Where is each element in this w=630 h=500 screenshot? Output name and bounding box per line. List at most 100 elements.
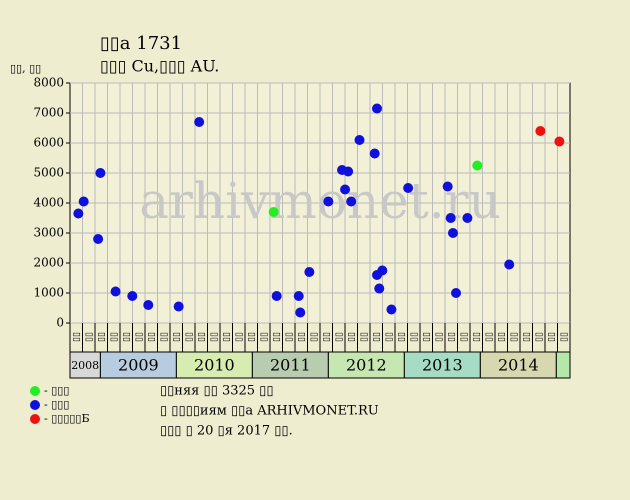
year-cell bbox=[327, 351, 405, 379]
y-tick-label: 2000 bbox=[33, 256, 64, 270]
column-label: ▯▯ bbox=[384, 332, 394, 342]
y-tick-label: 5000 bbox=[33, 166, 64, 180]
column-label: ▯▯ bbox=[184, 332, 194, 342]
column-label: ▯▯ bbox=[147, 332, 157, 342]
column-label: ▯▯ bbox=[459, 332, 469, 342]
column-label: ▯▯ bbox=[547, 332, 557, 342]
y-tick-label: 0 bbox=[56, 316, 64, 330]
point bbox=[377, 265, 388, 276]
point bbox=[447, 228, 458, 238]
column-label: ▯▯ bbox=[434, 332, 444, 342]
point bbox=[271, 291, 282, 301]
point bbox=[462, 213, 473, 223]
column-label: ▯▯ bbox=[297, 332, 307, 342]
point bbox=[374, 283, 385, 294]
column-label: ▯▯ bbox=[447, 332, 457, 342]
point bbox=[554, 136, 565, 147]
marks bbox=[73, 103, 565, 318]
legend-label: - ▯▯▯▯▯Б bbox=[44, 412, 90, 425]
column-label: ▯▯ bbox=[359, 332, 369, 342]
column-label: ▯▯ bbox=[159, 332, 169, 342]
column-label: ▯▯ bbox=[109, 332, 119, 342]
column-label: ▯▯ bbox=[309, 332, 319, 342]
year-cell bbox=[403, 351, 481, 379]
point bbox=[472, 160, 483, 171]
legend-marker bbox=[30, 386, 40, 396]
column-label: ▯▯ bbox=[409, 332, 419, 342]
point bbox=[295, 307, 306, 318]
point bbox=[173, 301, 184, 312]
column-label: ▯▯ bbox=[347, 332, 357, 342]
column-label: ▯▯ bbox=[97, 332, 107, 342]
column-label: ▯▯ bbox=[509, 332, 519, 342]
point bbox=[369, 148, 380, 159]
point bbox=[386, 304, 397, 315]
note: ▯▯няя ▯▯ 3325 ▯▯ bbox=[160, 384, 273, 399]
column-label: ▯▯ bbox=[209, 332, 219, 342]
point bbox=[451, 288, 462, 298]
year-label: 2008 bbox=[71, 359, 99, 372]
column-label: ▯▯ bbox=[259, 332, 269, 342]
column-label: ▯▯ bbox=[522, 332, 532, 342]
column-label: ▯▯ bbox=[422, 332, 432, 342]
point bbox=[403, 183, 414, 193]
year-label: 2012 bbox=[346, 356, 387, 375]
y-axis-label: ▯▯, ▯▯ bbox=[10, 62, 41, 75]
column-label: ▯▯ bbox=[397, 332, 407, 342]
column-label: ▯▯ bbox=[284, 332, 294, 342]
column-label: ▯▯ bbox=[234, 332, 244, 342]
y-tick-label: 8000 bbox=[33, 76, 64, 90]
column-label: ▯▯ bbox=[222, 332, 232, 342]
year-label: 2010 bbox=[194, 356, 235, 375]
note: ▯▯▯ ▯ 20 ▯я 2017 ▯▯. bbox=[160, 424, 293, 439]
column-label: ▯▯ bbox=[197, 332, 207, 342]
chart-subtitle: ▯▯▯ Cu,▯▯▯ AU. bbox=[100, 57, 219, 76]
column-label: ▯▯ bbox=[372, 332, 382, 342]
column-label: ▯▯ bbox=[322, 332, 332, 342]
note: ▯ ▯▯▯▯иям ▯▯а ARHIVMONET.RU bbox=[160, 404, 379, 419]
point bbox=[268, 207, 279, 217]
year-label: 2013 bbox=[422, 356, 463, 375]
point bbox=[371, 103, 382, 114]
point bbox=[143, 300, 154, 310]
column-label: ▯▯ bbox=[84, 332, 94, 342]
year-label: 2009 bbox=[118, 356, 159, 375]
year-cell bbox=[69, 351, 101, 379]
legend-marker bbox=[30, 400, 40, 410]
legend-label: - ▯▯▯ bbox=[44, 398, 69, 411]
legend-label: - ▯▯▯ bbox=[44, 384, 69, 397]
point bbox=[95, 168, 106, 178]
y-tick-label: 7000 bbox=[33, 106, 64, 120]
year-cell bbox=[251, 351, 329, 379]
point bbox=[110, 286, 121, 297]
point bbox=[346, 196, 357, 207]
column-label: ▯▯ bbox=[472, 332, 482, 342]
column-label: ▯▯ bbox=[122, 332, 132, 342]
y-tick-label: 3000 bbox=[33, 226, 64, 240]
point bbox=[340, 184, 351, 195]
column-label: ▯▯ bbox=[497, 332, 507, 342]
year-cell bbox=[555, 351, 571, 379]
column-label: ▯▯ bbox=[559, 332, 569, 342]
column-label: ▯▯ bbox=[172, 332, 182, 342]
legend-marker bbox=[30, 414, 40, 424]
point bbox=[73, 208, 84, 219]
point bbox=[504, 259, 515, 270]
column-label: ▯▯ bbox=[334, 332, 344, 342]
column-label: ▯▯ bbox=[247, 332, 257, 342]
y-tick-label: 6000 bbox=[33, 136, 64, 150]
point bbox=[354, 135, 365, 145]
column-label: ▯▯ bbox=[534, 332, 544, 342]
point bbox=[343, 166, 354, 177]
y-tick-label: 4000 bbox=[33, 196, 64, 210]
point bbox=[127, 291, 138, 301]
column-label: ▯▯ bbox=[72, 332, 82, 342]
year-cell bbox=[99, 351, 177, 379]
point bbox=[78, 196, 89, 207]
year-label: 2011 bbox=[270, 356, 311, 375]
point bbox=[442, 181, 453, 192]
point bbox=[194, 117, 205, 127]
point bbox=[304, 267, 315, 277]
column-label: ▯▯ bbox=[272, 332, 282, 342]
point bbox=[323, 196, 334, 207]
